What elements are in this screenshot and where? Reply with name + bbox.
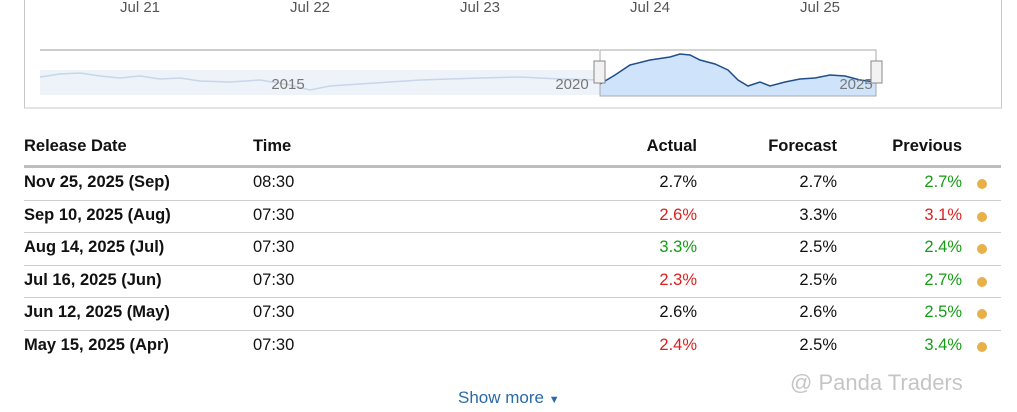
x-label: Jul 24 (630, 0, 670, 16)
navigator-label: 2025 (839, 76, 872, 93)
row-divider (24, 329, 1001, 331)
column-header: Actual (646, 137, 697, 155)
row-divider (24, 232, 1001, 234)
row-divider (24, 264, 1001, 266)
table-cell: Jun 12, 2025 (May) (24, 303, 170, 322)
table-cell: 2.7% (924, 173, 962, 191)
x-labels: Jul 21 Jul 22 Jul 23 Jul 24 Jul 25 (120, 0, 840, 16)
table-cell: 2.7% (659, 173, 697, 191)
x-label: Jul 21 (120, 0, 160, 16)
column-header: Release Date (24, 137, 127, 155)
table-cell: 2.6% (659, 303, 697, 322)
navigator-label: 2020 (555, 76, 588, 93)
navigator-selection-line (599, 53, 877, 87)
table-cell: 2.7% (924, 270, 962, 289)
table-cell: 2.6% (659, 205, 697, 224)
header-rule (24, 165, 1001, 168)
table-cell: 2.4% (924, 238, 962, 257)
navigator-selection-fill (600, 54, 876, 96)
navigator-bg (40, 70, 600, 95)
chevron[interactable]: ▼ (548, 394, 560, 406)
table-cell: 07:30 (253, 238, 295, 257)
show-more[interactable]: Show more ▼ (458, 388, 560, 408)
table-cell: 2.5% (924, 303, 962, 322)
row-divider (24, 199, 1001, 201)
table-cell: 2.5% (799, 336, 837, 354)
watermark: @ Panda Traders (790, 370, 963, 395)
navigator-labels: 2015 2020 2025 (271, 76, 872, 93)
table-cell: 2.7% (799, 173, 837, 191)
table-cell: May 15, 2025 (Apr) (24, 336, 169, 354)
table-cell: 2.5% (799, 238, 837, 257)
status-dot (977, 342, 987, 352)
table-cell: 08:30 (253, 173, 295, 191)
table-cell: 07:30 (253, 205, 295, 224)
table-cell: 2.3% (659, 270, 697, 289)
column-header: Previous (892, 137, 962, 155)
column-header: Forecast (768, 137, 837, 155)
table-cell: 07:30 (253, 336, 295, 354)
navigator-handle[interactable] (870, 60, 883, 84)
table-cell: 3.1% (924, 205, 962, 224)
row-divider (24, 297, 1001, 299)
x-label: Jul 22 (290, 0, 330, 16)
table-cell: Jul 16, 2025 (Jun) (24, 270, 162, 289)
table-cell: Aug 14, 2025 (Jul) (24, 238, 165, 257)
table-cell: 3.3% (659, 238, 697, 257)
status-dot (977, 179, 987, 189)
table-cell: Nov 25, 2025 (Sep) (24, 173, 170, 191)
x-label: Jul 25 (800, 0, 840, 16)
table-cell: Sep 10, 2025 (Aug) (24, 205, 171, 224)
x-label: Jul 23 (460, 0, 500, 16)
show-more-text[interactable]: Show more (458, 388, 544, 407)
status-dot (977, 211, 987, 222)
table-cell: 3.3% (799, 205, 837, 224)
table-cell: 2.5% (799, 270, 837, 289)
status-dot (977, 276, 987, 287)
column-header: Time (253, 137, 292, 155)
status-dot (977, 309, 987, 320)
table-cell: 07:30 (253, 303, 295, 322)
chart-panel: Jul 21 Jul 22 Jul 23 Jul 24 Jul 25 2015 2020 2… (24, 0, 1002, 109)
table-cell: 2.4% (659, 336, 697, 354)
table-cell: 07:30 (253, 270, 295, 289)
status-dot (977, 244, 987, 255)
table-cell: 3.4% (924, 336, 962, 354)
navigator-handle[interactable] (593, 60, 606, 84)
navigator-history (39, 72, 601, 91)
navigator-label: 2015 (271, 76, 304, 93)
table-cell: 2.6% (799, 303, 837, 322)
